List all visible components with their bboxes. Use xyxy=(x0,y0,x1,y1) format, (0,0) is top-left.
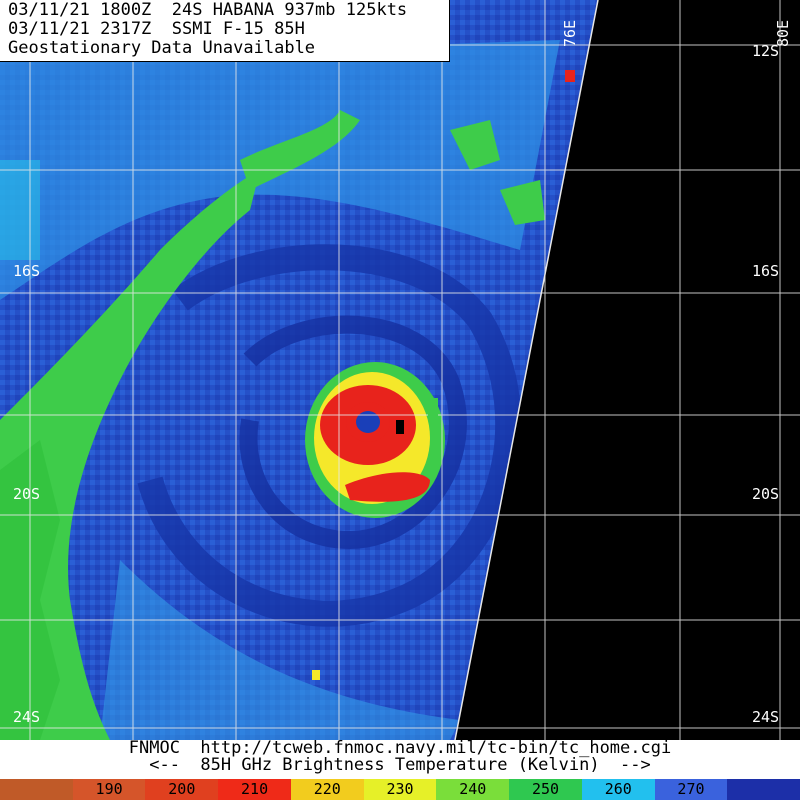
colorbar-segment xyxy=(727,779,800,800)
lon-label-80e: 80E xyxy=(774,19,792,47)
cloud-spot xyxy=(312,670,320,680)
lat-label-20s-left: 20S xyxy=(13,485,41,503)
colorbar-label: 220 xyxy=(313,780,341,798)
spiral-band-outer xyxy=(137,244,522,627)
rainband-green-ne2 xyxy=(500,180,545,225)
rainband-green-left xyxy=(0,170,260,740)
cyan-patch xyxy=(0,160,40,260)
colorbar-segment xyxy=(0,779,73,800)
eye-pixel xyxy=(396,420,404,434)
cloud-spot xyxy=(565,70,575,82)
lat-label-24s-right: 24S xyxy=(752,708,780,726)
colorbar-segment: 240 xyxy=(436,779,510,800)
colorbar-segment: 230 xyxy=(363,779,437,800)
colorbar-segment: 200 xyxy=(145,779,219,800)
footer-units-line: <-- 85H GHz Brightness Temperature (Kelv… xyxy=(149,755,651,775)
satellite-map: 16S 20S 24S 12S 16S 20S 24S 76E 80E xyxy=(0,0,800,740)
lat-label-20s-right: 20S xyxy=(752,485,780,503)
eyewall-red-south xyxy=(345,472,430,502)
cloud-spot xyxy=(428,398,438,416)
lat-label-24s-left: 24S xyxy=(13,708,41,726)
colorbar-label: 190 xyxy=(95,780,123,798)
swath-edge xyxy=(454,0,599,740)
temperature-colorbar: 190 200 210 220 230 240 250 260 270 xyxy=(0,779,800,800)
colorbar-label: 250 xyxy=(531,780,560,798)
colorbar-segment: 210 xyxy=(218,779,291,800)
warm-region-bottom xyxy=(100,560,460,740)
colorbar-label: 260 xyxy=(604,780,632,798)
info-header: 03/11/21 1800Z 24S HABANA 937mb 125kts 0… xyxy=(0,0,450,62)
header-sensor-line: 03/11/21 2317Z SSMI F-15 85H xyxy=(8,19,305,39)
footer: FNMOC http://tcweb.fnmoc.navy.mil/tc-bin… xyxy=(0,740,800,779)
satellite-imagery xyxy=(0,0,800,740)
colorbar-label: 240 xyxy=(459,780,487,798)
colorbar-label: 210 xyxy=(241,780,269,798)
lon-label-76e: 76E xyxy=(561,19,579,47)
colorbar-segment: 260 xyxy=(581,779,655,800)
colorbar-label: 270 xyxy=(677,780,705,798)
rainband-green-ne xyxy=(450,120,500,170)
colorbar-label: 230 xyxy=(386,780,414,798)
colorbar-segment: 190 xyxy=(72,779,146,800)
eye xyxy=(356,411,380,433)
colorbar-segment: 220 xyxy=(290,779,364,800)
colorbar-segment: 270 xyxy=(654,779,728,800)
colorbar-label: 200 xyxy=(168,780,196,798)
no-data-region xyxy=(455,0,800,740)
lat-label-12s-right: 12S xyxy=(752,42,780,60)
header-geo-line: Geostationary Data Unavailable xyxy=(8,38,316,58)
footer-source-line: FNMOC http://tcweb.fnmoc.navy.mil/tc-bin… xyxy=(128,738,672,758)
colorbar-segment: 250 xyxy=(509,779,582,800)
lat-label-16s-right: 16S xyxy=(752,262,780,280)
lat-label-16s-left: 16S xyxy=(13,262,41,280)
header-storm-line: 03/11/21 1800Z 24S HABANA 937mb 125kts xyxy=(8,0,408,20)
spiral-band-inner xyxy=(239,315,467,550)
